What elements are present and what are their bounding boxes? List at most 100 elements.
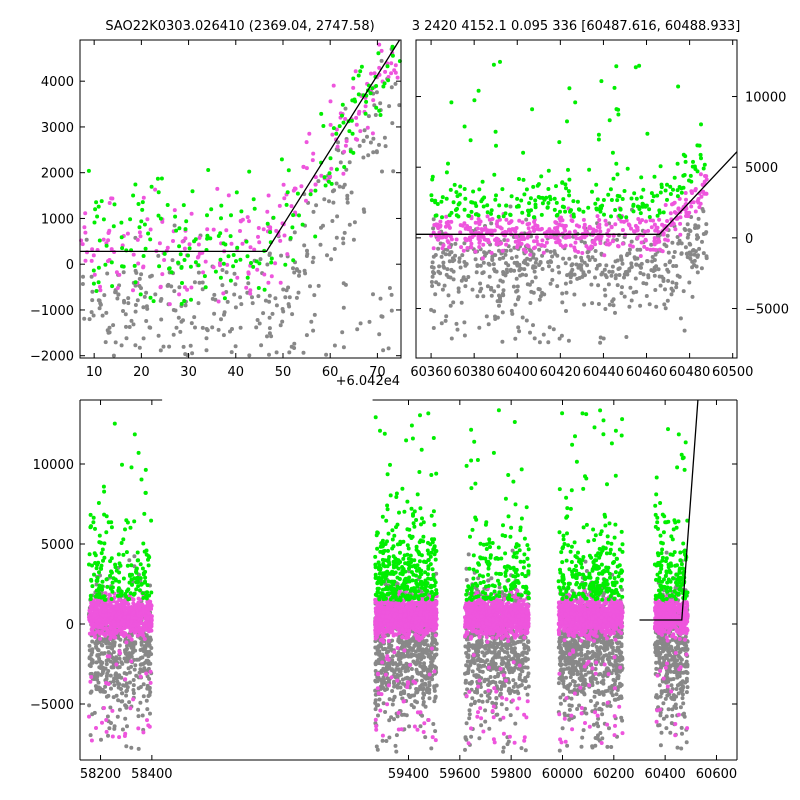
panel2-point-gray <box>553 251 558 256</box>
panel1-point-green <box>328 156 333 161</box>
panel1-point-green <box>386 78 391 83</box>
panel1-point-gray <box>105 271 110 276</box>
panel2-point-gray <box>662 302 667 307</box>
panel1-point-magenta <box>106 230 111 235</box>
panel1-point-green <box>96 265 101 270</box>
panel1-point-magenta <box>311 151 316 156</box>
panel3-point-green <box>90 584 95 589</box>
panel1-point-magenta <box>82 225 87 230</box>
panel3-point-green <box>101 558 105 563</box>
panel2-point-gray <box>692 252 697 257</box>
panel1-point-gray <box>292 230 297 235</box>
panel2-point-gray <box>484 251 489 256</box>
panel2-point-magenta <box>561 223 566 228</box>
panel1-point-gray <box>389 292 394 297</box>
panel1-point-green <box>251 264 256 269</box>
panel2-point-gray <box>504 261 508 266</box>
panel2-point-green <box>612 85 617 90</box>
panel2-ytick-label: 5000 <box>745 161 778 176</box>
panel3-point-gray <box>394 733 399 738</box>
panel1-point-green <box>169 270 174 275</box>
panel3-point-magenta <box>113 627 117 632</box>
panel2-point-magenta <box>573 248 577 253</box>
panel2-point-gray <box>429 307 434 312</box>
panel2-point-magenta <box>539 243 544 248</box>
panel3-point-gray <box>376 649 381 654</box>
panel2-point-green <box>539 174 544 179</box>
panel3-point-magenta <box>136 622 141 627</box>
panel2-point-green <box>435 202 440 206</box>
panel1-point-gray <box>170 258 175 263</box>
panel1-point-gray <box>377 142 381 147</box>
panel1-point-magenta <box>393 70 398 75</box>
panel2-point-green <box>581 209 586 214</box>
panel3-point-magenta <box>115 606 120 611</box>
panel2-point-green <box>618 207 623 211</box>
panel2-point-magenta <box>438 219 443 224</box>
panel2-point-magenta <box>699 194 704 199</box>
panel1-point-green <box>358 69 363 74</box>
panel1-point-green <box>239 209 244 214</box>
panel2-point-gray <box>573 254 578 259</box>
panel2-point-gray <box>639 265 643 270</box>
panel1-xtick-label: 40 <box>228 365 245 380</box>
panel3-point-gray <box>131 678 136 682</box>
panel2-point-gray <box>633 276 638 281</box>
panel3-point-gray <box>400 677 405 682</box>
panel1-point-magenta <box>372 71 377 76</box>
panel2-point-magenta <box>548 235 552 239</box>
panel3-point-gray <box>133 641 138 646</box>
panel2-point-gray <box>462 241 467 246</box>
panel2-point-gray <box>641 272 646 277</box>
panel3-point-green <box>109 556 114 561</box>
panel3-point-gray <box>103 684 108 689</box>
panel2-point-green <box>476 88 481 93</box>
panel3-point-green <box>134 587 139 592</box>
panel2-point-gray <box>583 273 587 278</box>
panel2-point-gray <box>533 275 538 280</box>
panel1-point-gray <box>133 309 138 314</box>
panel3-point-green <box>138 562 143 567</box>
panel2-point-gray <box>649 242 654 247</box>
panel3-point-gray <box>119 687 123 691</box>
panel1-point-gray <box>188 343 193 348</box>
panel1-point-magenta <box>80 242 85 247</box>
panel1-point-green <box>138 292 143 297</box>
panel2-point-green <box>539 212 544 217</box>
panel1-point-green <box>322 175 327 180</box>
panel2-point-magenta <box>698 172 703 177</box>
panel1-point-green <box>142 222 147 227</box>
panel2-point-green <box>473 212 478 217</box>
panel2-point-green <box>552 196 557 201</box>
panel2-point-magenta <box>505 238 510 243</box>
panel2-point-magenta <box>609 225 614 230</box>
panel1-point-magenta <box>148 227 153 232</box>
panel2-point-gray <box>431 265 436 270</box>
panel2-point-green <box>693 167 698 171</box>
panel1-point-green <box>283 262 288 267</box>
panel1-point-magenta <box>90 247 95 252</box>
panel3-point-gray <box>392 684 397 689</box>
panel1-point-magenta <box>197 235 202 240</box>
panel3-point-gray <box>414 653 419 658</box>
panel3-point-gray <box>95 647 100 652</box>
panel1-point-green <box>133 280 138 285</box>
panel2-point-gray <box>442 283 447 288</box>
panel1-point-magenta <box>266 280 271 285</box>
panel3-point-gray <box>102 651 107 656</box>
panel2-point-green <box>515 196 520 201</box>
panel1-point-green <box>334 167 339 172</box>
panel2-point-magenta <box>484 237 488 242</box>
panel2-point-gray <box>674 281 679 286</box>
panel1-point-magenta <box>329 166 334 171</box>
panel2-point-gray <box>599 272 604 277</box>
panel2-point-green <box>649 191 654 196</box>
panel2-point-magenta <box>481 234 486 239</box>
panel2-point-green <box>701 166 706 171</box>
panel1-point-gray <box>102 293 107 298</box>
panel3-point-gray <box>433 694 438 699</box>
panel2-point-gray <box>431 217 436 222</box>
panel2-point-green <box>655 213 660 218</box>
panel1-point-green <box>262 287 267 292</box>
panel3-point-gray <box>139 662 144 667</box>
